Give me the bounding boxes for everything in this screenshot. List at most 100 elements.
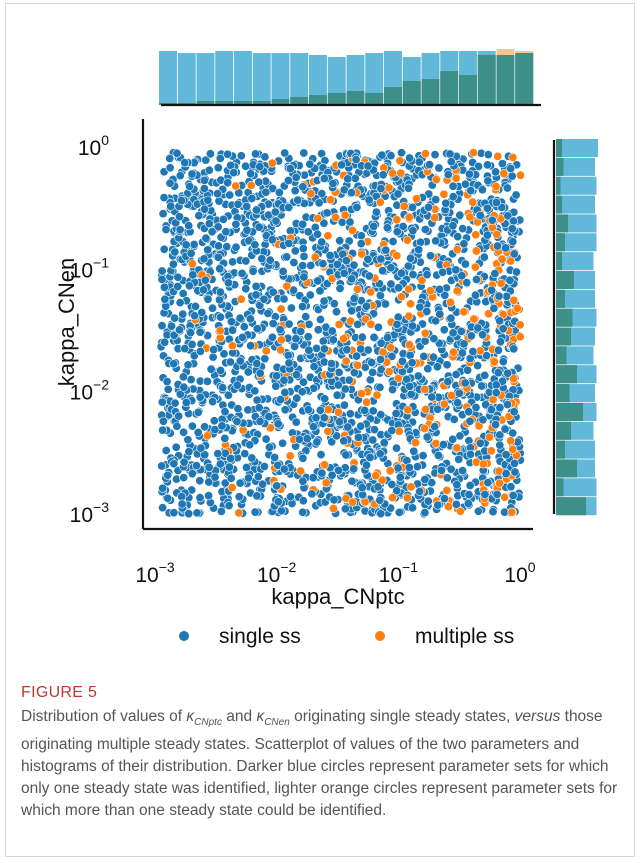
point-single-ss xyxy=(261,434,271,444)
point-single-ss xyxy=(405,153,415,163)
point-single-ss xyxy=(228,325,238,335)
point-single-ss xyxy=(191,301,201,311)
point-single-ss xyxy=(510,467,520,477)
point-multiple-ss xyxy=(339,334,349,344)
point-single-ss xyxy=(464,490,474,500)
point-single-ss xyxy=(365,452,375,462)
point-single-ss xyxy=(335,236,345,246)
x-tick-label: 10−2 xyxy=(257,559,297,587)
point-single-ss xyxy=(420,508,430,518)
point-single-ss xyxy=(454,454,464,464)
point-multiple-ss xyxy=(331,213,341,223)
point-single-ss xyxy=(284,203,294,213)
point-single-ss xyxy=(307,489,317,499)
point-single-ss xyxy=(305,290,315,300)
point-single-ss xyxy=(325,251,335,261)
point-single-ss xyxy=(200,204,210,214)
point-single-ss xyxy=(376,254,386,264)
point-single-ss xyxy=(187,339,197,349)
point-single-ss xyxy=(231,242,241,252)
point-single-ss xyxy=(439,494,449,504)
point-single-ss xyxy=(340,384,350,394)
point-multiple-ss xyxy=(328,503,338,513)
point-multiple-ss xyxy=(420,149,430,159)
point-single-ss xyxy=(283,176,293,186)
point-single-ss xyxy=(264,412,274,422)
point-single-ss xyxy=(178,309,188,319)
point-single-ss xyxy=(376,338,386,348)
point-multiple-ss xyxy=(443,502,453,512)
point-single-ss xyxy=(318,259,328,269)
point-single-ss xyxy=(201,155,211,165)
point-single-ss xyxy=(436,465,446,475)
legend-marker-single xyxy=(179,631,189,641)
point-single-ss xyxy=(224,501,234,511)
point-single-ss xyxy=(483,478,493,488)
point-single-ss xyxy=(315,405,325,415)
point-multiple-ss xyxy=(399,201,409,211)
point-single-ss xyxy=(511,267,521,277)
point-multiple-ss xyxy=(471,230,481,240)
point-single-ss xyxy=(369,332,379,342)
point-single-ss xyxy=(327,326,337,336)
point-single-ss xyxy=(364,271,374,281)
point-single-ss xyxy=(446,464,456,474)
figure-caption: FIGURE 5 Distribution of values of κCNpt… xyxy=(21,684,631,822)
x-tick-label: 100 xyxy=(504,559,535,587)
point-single-ss xyxy=(433,404,443,414)
point-single-ss xyxy=(250,240,260,250)
point-multiple-ss xyxy=(495,478,505,488)
point-single-ss xyxy=(290,246,300,256)
point-single-ss xyxy=(169,359,179,369)
point-single-ss xyxy=(200,275,210,285)
point-single-ss xyxy=(386,263,396,273)
point-multiple-ss xyxy=(465,212,475,222)
point-single-ss xyxy=(252,491,262,501)
point-single-ss xyxy=(465,416,475,426)
point-multiple-ss xyxy=(447,390,457,400)
point-multiple-ss xyxy=(396,292,406,302)
point-single-ss xyxy=(237,332,247,342)
point-single-ss xyxy=(434,163,444,173)
point-single-ss xyxy=(397,356,407,366)
point-single-ss xyxy=(303,332,313,342)
hist-bar-single xyxy=(556,195,595,214)
point-single-ss xyxy=(353,319,363,329)
point-single-ss xyxy=(285,492,295,502)
point-multiple-ss xyxy=(420,423,430,433)
point-single-ss xyxy=(225,190,235,200)
hist-bar-overlap xyxy=(556,233,565,252)
point-single-ss xyxy=(290,186,300,196)
point-single-ss xyxy=(375,495,385,505)
point-multiple-ss xyxy=(468,148,478,158)
point-single-ss xyxy=(414,157,424,167)
point-single-ss xyxy=(223,178,233,188)
x-tick-exponent: −3 xyxy=(159,559,175,575)
point-single-ss xyxy=(276,394,286,404)
point-single-ss xyxy=(192,461,202,471)
point-single-ss xyxy=(489,303,499,313)
point-single-ss xyxy=(501,243,511,253)
point-single-ss xyxy=(278,438,288,448)
point-single-ss xyxy=(457,348,467,358)
point-single-ss xyxy=(214,241,224,251)
point-single-ss xyxy=(356,239,366,249)
point-multiple-ss xyxy=(261,346,271,356)
point-single-ss xyxy=(291,417,301,427)
point-single-ss xyxy=(334,465,344,475)
hist-bar-overlap xyxy=(234,101,252,105)
point-multiple-ss xyxy=(352,284,362,294)
point-single-ss xyxy=(271,216,281,226)
point-single-ss xyxy=(184,281,194,291)
point-single-ss xyxy=(254,222,264,232)
point-single-ss xyxy=(508,490,518,500)
point-single-ss xyxy=(319,218,329,228)
point-single-ss xyxy=(408,270,418,280)
hist-bar-overlap xyxy=(556,252,562,271)
point-single-ss xyxy=(275,325,285,335)
point-single-ss xyxy=(415,237,425,247)
point-single-ss xyxy=(508,428,518,438)
point-multiple-ss xyxy=(420,328,430,338)
point-multiple-ss xyxy=(377,475,387,485)
point-single-ss xyxy=(236,151,246,161)
